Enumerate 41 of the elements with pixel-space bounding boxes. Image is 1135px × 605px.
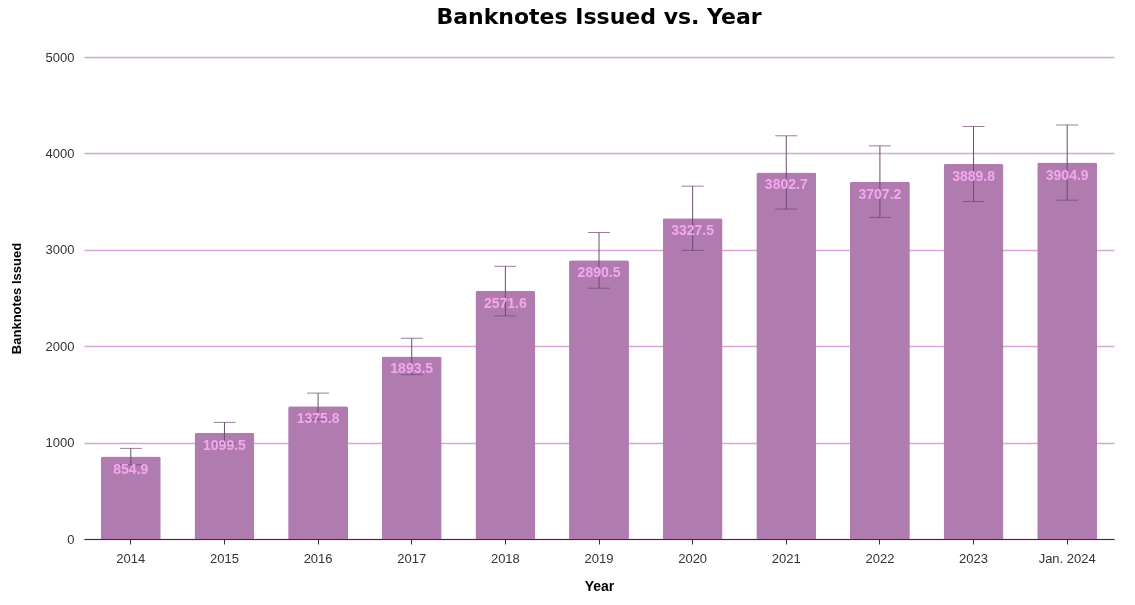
y-tick-label: 1000	[45, 435, 75, 451]
data-label: 1375.8	[296, 410, 340, 427]
x-tick-label: 2021	[771, 550, 801, 566]
data-label: 3904.9	[1045, 166, 1089, 183]
bar	[943, 164, 1004, 539]
y-tick-label: 0	[67, 531, 75, 547]
y-tick-label: 5000	[45, 49, 75, 65]
data-label: 2571.6	[483, 295, 527, 312]
bar	[756, 172, 817, 539]
x-tick-label: 2018	[490, 550, 520, 566]
bar	[1037, 162, 1098, 539]
x-tick-label: Jan. 2024	[1038, 550, 1096, 566]
x-tick-label: 2023	[959, 550, 989, 566]
bar	[662, 218, 723, 539]
y-axis-title: Banknotes Issued	[8, 242, 24, 355]
data-label: 3802.7	[764, 176, 808, 193]
bar	[569, 260, 629, 539]
bar	[288, 406, 349, 539]
x-axis-title: Year	[584, 577, 615, 594]
bar	[475, 291, 536, 539]
bar	[100, 456, 161, 539]
x-tick-label: 2017	[397, 550, 427, 566]
bar	[849, 181, 910, 539]
bar	[194, 433, 255, 539]
y-tick-label: 3000	[45, 242, 75, 258]
y-tick-label: 2000	[45, 338, 75, 354]
x-tick-label: 2020	[678, 550, 708, 566]
x-tick-label: 2019	[584, 550, 614, 566]
data-label: 1893.5	[390, 360, 434, 377]
x-tick-label: 2015	[209, 550, 239, 566]
data-label: 3327.5	[671, 222, 715, 239]
data-label: 2890.5	[577, 264, 621, 281]
x-tick-label: 2022	[865, 550, 895, 566]
data-label: 854.9	[113, 460, 149, 477]
x-tick-label: 2016	[303, 550, 333, 566]
data-label: 1099.5	[203, 437, 247, 454]
x-tick-label: 2014	[116, 550, 146, 566]
bar	[381, 356, 442, 539]
chart-title: Banknotes Issued vs. Year	[436, 4, 762, 29]
y-tick-label: 4000	[45, 145, 75, 161]
data-label: 3707.2	[858, 185, 902, 202]
